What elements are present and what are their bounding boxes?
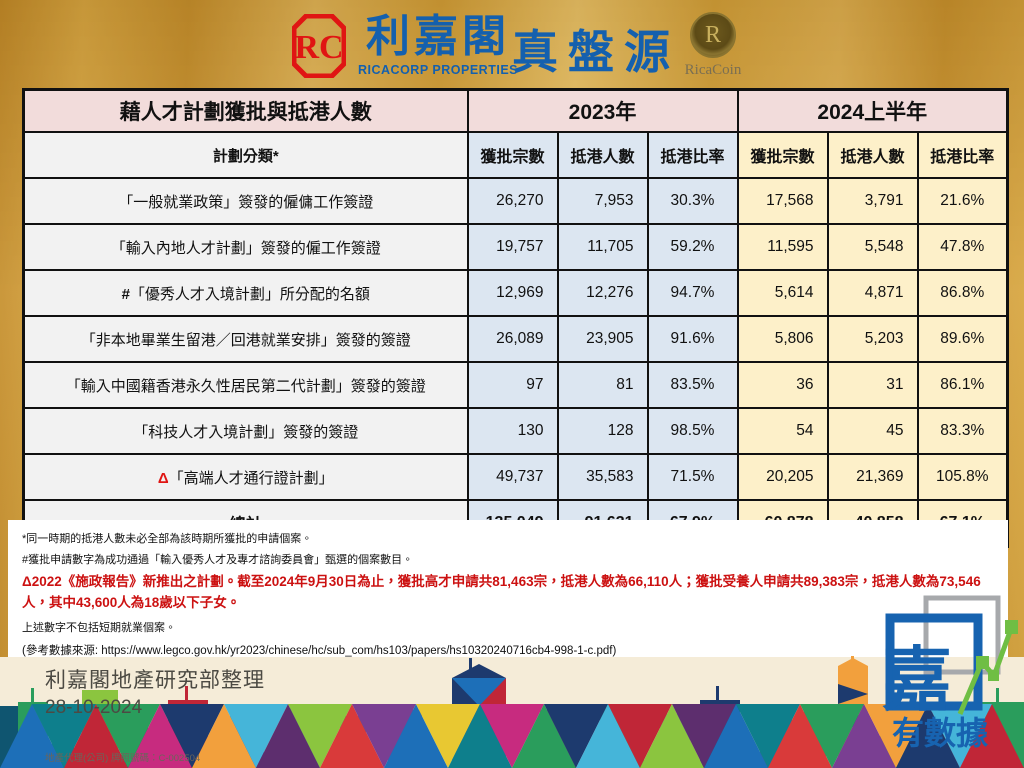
table-group-header-row: 藉人才計劃獲批與抵港人數 2023年 2024上半年 <box>22 88 1009 133</box>
header-ratio-2023: 抵港比率 <box>646 131 739 179</box>
data-cell: 86.8% <box>916 269 1009 317</box>
table-row: Δ「高端人才通行證計劃」 49,737 35,583 71.5% 20,205 … <box>22 453 1009 501</box>
brand-header: RC 利嘉閣 RICACORP PROPERTIES 真盤源 R RicaCoi… <box>0 10 1024 86</box>
table-row: 「科技人才入境計劃」簽發的簽證 130 128 98.5% 54 45 83.3… <box>22 407 1009 455</box>
data-cell: 30.3% <box>646 177 739 225</box>
data-cell: 20,205 <box>736 453 829 501</box>
data-cell: 47.8% <box>916 223 1009 271</box>
header-arrivals-2023: 抵港人數 <box>556 131 649 179</box>
table-row: 「非本地畢業生留港／回港就業安排」簽發的簽證 26,089 23,905 91.… <box>22 315 1009 363</box>
licence-number: 地產代理(公司) 牌照號碼：C-002504 <box>45 753 201 764</box>
column-group-2024: 2024上半年 <box>736 88 1009 133</box>
scheme-label: Δ「高端人才通行證計劃」 <box>22 453 469 501</box>
data-cell: 19,757 <box>466 223 559 271</box>
data-cell: 89.6% <box>916 315 1009 363</box>
table-row: 「一般就業政策」簽發的僱傭工作簽證 26,270 7,953 30.3% 17,… <box>22 177 1009 225</box>
data-cell: 7,953 <box>556 177 649 225</box>
data-cell: 105.8% <box>916 453 1009 501</box>
category-header: 計劃分類* <box>22 131 469 179</box>
ricacoin-coin-icon: R <box>690 12 736 58</box>
data-cell: 94.7% <box>646 269 739 317</box>
data-cell: 128 <box>556 407 649 455</box>
data-cell: 26,270 <box>466 177 559 225</box>
ricacorp-logo-icon: RC <box>292 14 346 78</box>
data-cell: 11,705 <box>556 223 649 271</box>
data-cell: 35,583 <box>556 453 649 501</box>
data-cell: 12,969 <box>466 269 559 317</box>
table-row: 「輸入中國籍香港永久性居民第二代計劃」簽發的簽證 97 81 83.5% 36 … <box>22 361 1009 409</box>
ricacoin-logo: R RicaCoin <box>678 12 748 79</box>
ka-data-logo: 嘉 有數據 <box>868 592 1019 764</box>
data-cell: 5,806 <box>736 315 829 363</box>
scheme-label: 「科技人才入境計劃」簽發的簽證 <box>22 407 469 455</box>
city-skyline-graphic <box>0 656 1024 768</box>
header-ratio-2024: 抵港比率 <box>916 131 1009 179</box>
data-cell: 59.2% <box>646 223 739 271</box>
data-cell: 54 <box>736 407 829 455</box>
data-cell: 83.3% <box>916 407 1009 455</box>
data-cell: 11,595 <box>736 223 829 271</box>
delta-marker: Δ <box>157 469 169 487</box>
data-cell: 91.6% <box>646 315 739 363</box>
data-cell: 21.6% <box>916 177 1009 225</box>
svg-text:RC: RC <box>294 29 343 66</box>
data-cell: 98.5% <box>646 407 739 455</box>
header-arrivals-2024: 抵港人數 <box>826 131 919 179</box>
data-cell: 5,548 <box>826 223 919 271</box>
scheme-label: 「輸入內地人才計劃」簽發的僱工作簽證 <box>22 223 469 271</box>
gray-frame-icon <box>923 595 1001 675</box>
data-cell: 12,276 <box>556 269 649 317</box>
data-cell: 36 <box>736 361 829 409</box>
footnotes-panel: *同一時期的抵港人數未必全部為該時期所獲批的申請個案。 #獲批申請數字為成功通過… <box>8 520 1008 703</box>
reference-link-1: (參考數據來源: https://www.legco.gov.hk/yr2023… <box>22 644 617 657</box>
footnote-delta: Δ2022《施政報告》新推出之計劃。截至2024年9月30日為止，獲批高才申請共… <box>22 574 981 610</box>
data-cell: 21,369 <box>826 453 919 501</box>
prepared-by-block: 利嘉閣地產研究部整理 28-10-2024 <box>45 664 265 719</box>
data-cell: 23,905 <box>556 315 649 363</box>
data-cell: 130 <box>466 407 559 455</box>
data-cell: 45 <box>826 407 919 455</box>
data-cell: 5,614 <box>736 269 829 317</box>
table-title: 藉人才計劃獲批與抵港人數 <box>22 88 469 133</box>
footnote-short-term: 上述數字不包括短期就業個案。 <box>22 621 176 634</box>
brand-name-english: RICACORP PROPERTIES <box>358 63 518 77</box>
prepared-by: 利嘉閣地產研究部整理 <box>45 669 265 692</box>
data-cell: 97 <box>466 361 559 409</box>
header-approved-2023: 獲批宗數 <box>466 131 559 179</box>
logo-char-ka: 嘉 <box>882 641 952 719</box>
data-cell: 17,568 <box>736 177 829 225</box>
data-cell: 4,871 <box>826 269 919 317</box>
product-name: 真盤源 <box>512 26 680 78</box>
talent-scheme-table: 藉人才計劃獲批與抵港人數 2023年 2024上半年 計劃分類* 獲批宗數 抵港… <box>22 88 1010 548</box>
data-cell: 86.1% <box>916 361 1009 409</box>
scheme-label: 「一般就業政策」簽發的僱傭工作簽證 <box>22 177 469 225</box>
data-cell: 49,737 <box>466 453 559 501</box>
brand-name-chinese: 利嘉閣 <box>366 12 510 61</box>
header-approved-2024: 獲批宗數 <box>736 131 829 179</box>
table-subheader-row: 計劃分類* 獲批宗數 抵港人數 抵港比率 獲批宗數 抵港人數 抵港比率 <box>22 131 1009 179</box>
data-cell: 83.5% <box>646 361 739 409</box>
scheme-label: 「輸入中國籍香港永久性居民第二代計劃」簽發的簽證 <box>22 361 469 409</box>
logo-text-data: 有數據 <box>892 715 989 751</box>
brand-names: 利嘉閣 RICACORP PROPERTIES <box>354 12 522 77</box>
scheme-label: #「優秀人才入境計劃」所分配的名額 <box>22 269 469 317</box>
table-row: #「優秀人才入境計劃」所分配的名額 12,969 12,276 94.7% 5,… <box>22 269 1009 317</box>
scheme-label: 「非本地畢業生留港／回港就業安排」簽發的簽證 <box>22 315 469 363</box>
data-cell: 26,089 <box>466 315 559 363</box>
ricacoin-label: RicaCoin <box>684 62 742 78</box>
data-cell: 31 <box>826 361 919 409</box>
data-cell: 81 <box>556 361 649 409</box>
footnote-hash: #獲批申請數字為成功通過「輸入優秀人才及專才諮詢委員會」甄選的個案數目。 <box>22 554 414 566</box>
data-cell: 3,791 <box>826 177 919 225</box>
footnote-star: *同一時期的抵港人數未必全部為該時期所獲批的申請個案。 <box>22 533 313 545</box>
report-date: 28-10-2024 <box>45 697 143 718</box>
data-cell: 5,203 <box>826 315 919 363</box>
data-cell: 71.5% <box>646 453 739 501</box>
column-group-2023: 2023年 <box>466 88 739 133</box>
table-row: 「輸入內地人才計劃」簽發的僱工作簽證 19,757 11,705 59.2% 1… <box>22 223 1009 271</box>
